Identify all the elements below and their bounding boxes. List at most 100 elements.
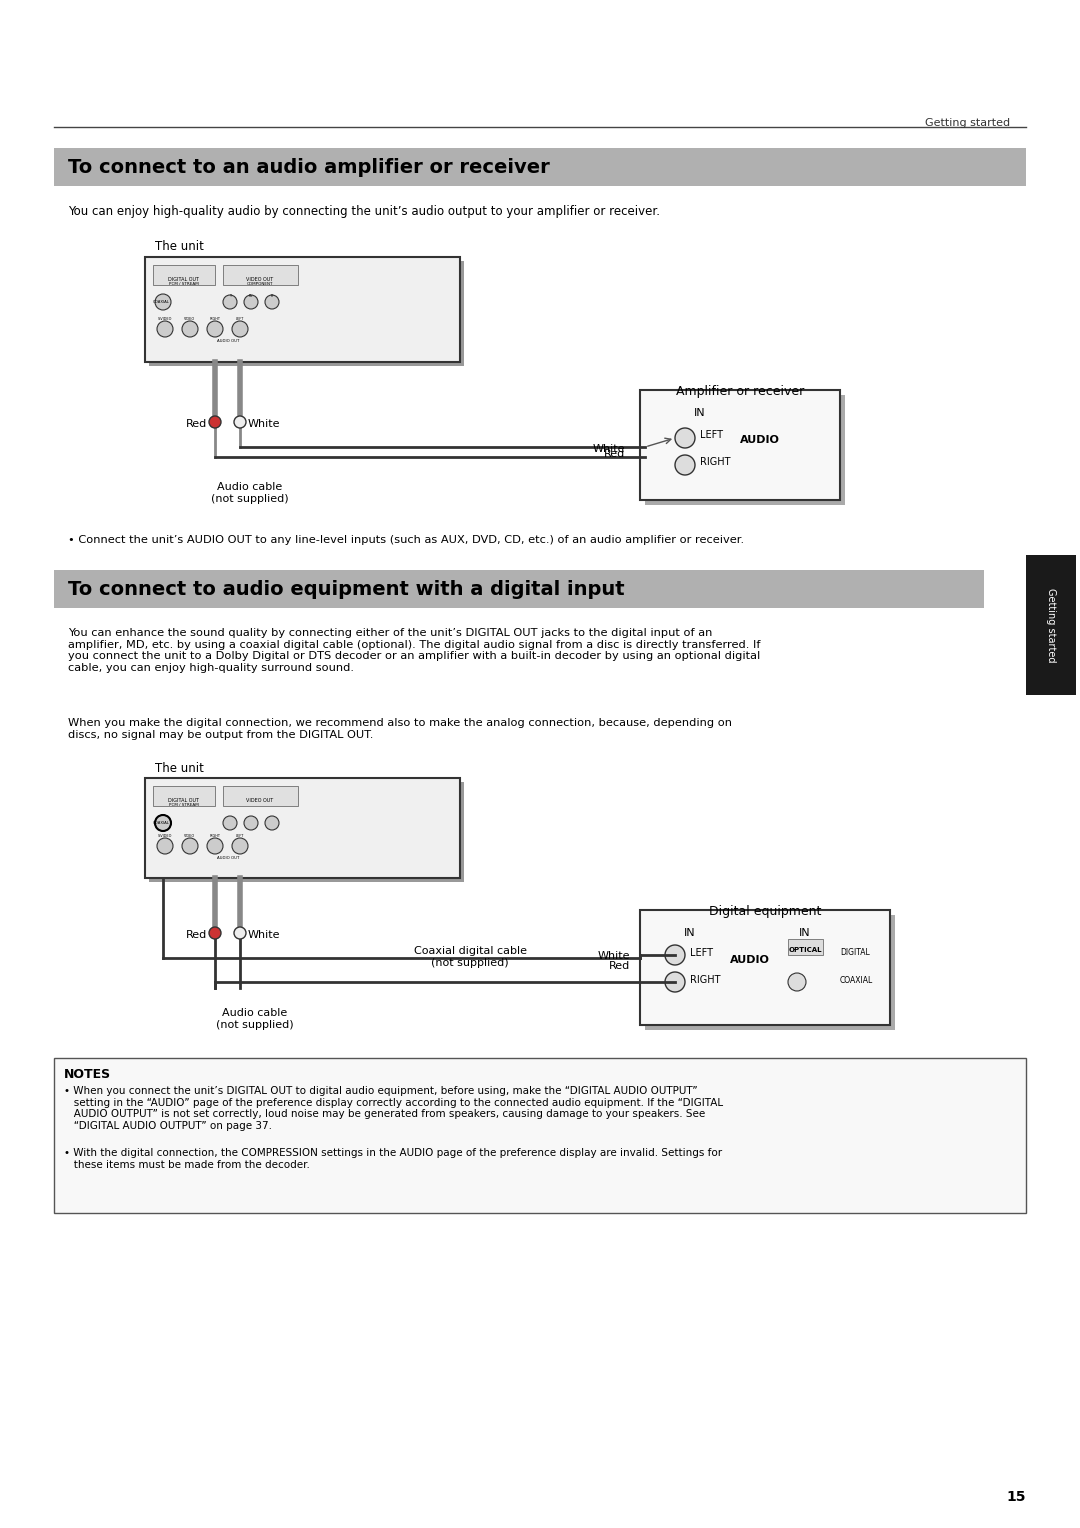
Text: AUDIO: AUDIO bbox=[740, 435, 780, 445]
Circle shape bbox=[157, 837, 173, 854]
Text: DIGITAL OUT: DIGITAL OUT bbox=[168, 798, 200, 804]
FancyBboxPatch shape bbox=[645, 396, 845, 504]
Circle shape bbox=[232, 837, 248, 854]
Text: You can enjoy high-quality audio by connecting the unit’s audio output to your a: You can enjoy high-quality audio by conn… bbox=[68, 205, 660, 219]
Text: RIGHT: RIGHT bbox=[690, 975, 720, 986]
Circle shape bbox=[207, 321, 222, 338]
Text: • With the digital connection, the COMPRESSION settings in the AUDIO page of the: • With the digital connection, the COMPR… bbox=[64, 1148, 723, 1169]
Text: The unit: The unit bbox=[156, 240, 204, 254]
FancyBboxPatch shape bbox=[640, 911, 890, 1025]
Text: DIGITAL OUT: DIGITAL OUT bbox=[168, 277, 200, 283]
Text: Red: Red bbox=[609, 961, 630, 970]
Text: IN: IN bbox=[799, 927, 811, 938]
Text: VIDEO: VIDEO bbox=[185, 834, 195, 837]
Circle shape bbox=[222, 816, 237, 830]
FancyBboxPatch shape bbox=[145, 257, 460, 362]
Text: Pr: Pr bbox=[270, 293, 274, 298]
Text: IN: IN bbox=[685, 927, 696, 938]
Text: Red: Red bbox=[186, 419, 207, 429]
Circle shape bbox=[156, 814, 171, 831]
Circle shape bbox=[210, 416, 221, 428]
Text: Audio cable
(not supplied): Audio cable (not supplied) bbox=[216, 1008, 294, 1030]
Circle shape bbox=[156, 293, 171, 310]
Text: AUDIO OUT: AUDIO OUT bbox=[217, 339, 239, 342]
Text: White: White bbox=[597, 950, 630, 961]
Text: COAXIAL: COAXIAL bbox=[153, 299, 170, 304]
Circle shape bbox=[234, 927, 246, 940]
Circle shape bbox=[265, 295, 279, 309]
Text: You can enhance the sound quality by connecting either of the unit’s DIGITAL OUT: You can enhance the sound quality by con… bbox=[68, 628, 760, 672]
Circle shape bbox=[156, 814, 171, 831]
Text: Pb: Pb bbox=[248, 293, 253, 298]
FancyBboxPatch shape bbox=[640, 390, 840, 500]
Text: • When you connect the unit’s DIGITAL OUT to digital audio equipment, before usi: • When you connect the unit’s DIGITAL OU… bbox=[64, 1086, 724, 1131]
Text: White: White bbox=[248, 419, 281, 429]
Text: NOTES: NOTES bbox=[64, 1068, 111, 1080]
Text: PCM / STREAM: PCM / STREAM bbox=[170, 804, 199, 807]
FancyBboxPatch shape bbox=[645, 915, 895, 1030]
Circle shape bbox=[183, 321, 198, 338]
Text: LEFT: LEFT bbox=[235, 834, 244, 837]
FancyBboxPatch shape bbox=[149, 782, 464, 882]
Circle shape bbox=[222, 295, 237, 309]
Text: DIGITAL: DIGITAL bbox=[840, 947, 869, 957]
Text: Getting started: Getting started bbox=[1047, 588, 1056, 662]
Text: White: White bbox=[593, 445, 625, 454]
Circle shape bbox=[234, 416, 246, 428]
Circle shape bbox=[675, 428, 696, 448]
Circle shape bbox=[665, 972, 685, 992]
Circle shape bbox=[157, 321, 173, 338]
FancyBboxPatch shape bbox=[788, 940, 823, 955]
Text: Coaxial digital cable
(not supplied): Coaxial digital cable (not supplied) bbox=[414, 946, 527, 967]
Text: RIGHT: RIGHT bbox=[210, 834, 220, 837]
Text: VIDEO: VIDEO bbox=[185, 316, 195, 321]
Text: COAXIAL: COAXIAL bbox=[840, 975, 874, 984]
Circle shape bbox=[210, 927, 221, 940]
Text: To connect to an audio amplifier or receiver: To connect to an audio amplifier or rece… bbox=[68, 157, 550, 177]
Text: LEFT: LEFT bbox=[235, 316, 244, 321]
Circle shape bbox=[665, 944, 685, 966]
Text: COAXIAL: COAXIAL bbox=[153, 821, 170, 825]
Text: S-VIDEO: S-VIDEO bbox=[158, 834, 172, 837]
Text: 15: 15 bbox=[1007, 1490, 1026, 1504]
Text: Getting started: Getting started bbox=[924, 118, 1010, 128]
Circle shape bbox=[244, 295, 258, 309]
Text: VIDEO OUT: VIDEO OUT bbox=[246, 277, 273, 283]
Circle shape bbox=[183, 837, 198, 854]
Circle shape bbox=[675, 455, 696, 475]
FancyBboxPatch shape bbox=[1026, 555, 1076, 695]
Text: Red: Red bbox=[186, 931, 207, 940]
FancyBboxPatch shape bbox=[54, 1057, 1026, 1213]
Text: • Connect the unit’s AUDIO OUT to any line-level inputs (such as AUX, DVD, CD, e: • Connect the unit’s AUDIO OUT to any li… bbox=[68, 535, 744, 545]
Text: When you make the digital connection, we recommend also to make the analog conne: When you make the digital connection, we… bbox=[68, 718, 732, 740]
FancyBboxPatch shape bbox=[145, 778, 460, 879]
Circle shape bbox=[244, 816, 258, 830]
Text: RIGHT: RIGHT bbox=[700, 457, 730, 468]
Text: White: White bbox=[248, 931, 281, 940]
Text: AUDIO: AUDIO bbox=[730, 955, 770, 966]
Text: LEFT: LEFT bbox=[690, 947, 713, 958]
Text: Red: Red bbox=[604, 449, 625, 458]
Text: RIGHT: RIGHT bbox=[210, 316, 220, 321]
Text: PCM / STREAM: PCM / STREAM bbox=[170, 283, 199, 286]
Circle shape bbox=[788, 973, 806, 992]
FancyBboxPatch shape bbox=[153, 264, 215, 286]
Circle shape bbox=[207, 837, 222, 854]
FancyBboxPatch shape bbox=[54, 570, 984, 608]
Text: The unit: The unit bbox=[156, 762, 204, 775]
FancyBboxPatch shape bbox=[149, 261, 464, 367]
Text: OPTICAL: OPTICAL bbox=[788, 947, 822, 953]
Text: Y: Y bbox=[229, 293, 231, 298]
Text: COMPONENT: COMPONENT bbox=[246, 283, 273, 286]
Text: IN: IN bbox=[694, 408, 706, 419]
FancyBboxPatch shape bbox=[153, 785, 215, 805]
Text: Audio cable
(not supplied): Audio cable (not supplied) bbox=[212, 481, 288, 504]
Text: To connect to audio equipment with a digital input: To connect to audio equipment with a dig… bbox=[68, 579, 624, 599]
Text: LEFT: LEFT bbox=[700, 429, 723, 440]
FancyBboxPatch shape bbox=[222, 785, 298, 805]
Text: VIDEO OUT: VIDEO OUT bbox=[246, 798, 273, 804]
Text: Amplifier or receiver: Amplifier or receiver bbox=[676, 385, 805, 397]
Circle shape bbox=[265, 816, 279, 830]
FancyBboxPatch shape bbox=[54, 148, 1026, 186]
Text: Digital equipment: Digital equipment bbox=[708, 905, 821, 918]
